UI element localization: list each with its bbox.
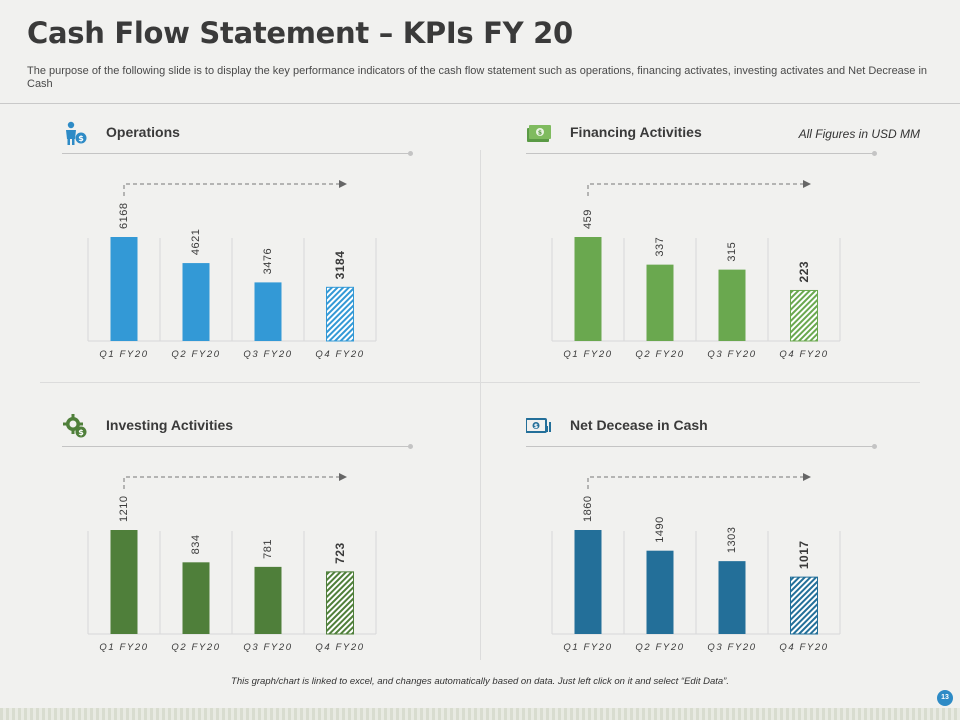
category-label-3: Q3 FY20: [243, 349, 292, 360]
figures-note: All Figures in USD MM: [798, 127, 920, 141]
slide-subtitle: The purpose of the following slide is to…: [27, 65, 928, 90]
bar-2: [182, 562, 210, 634]
net-decrease-title: Net Decease in Cash: [570, 417, 708, 433]
data-label-3: 1303: [726, 527, 738, 553]
category-label-3: Q3 FY20: [243, 642, 292, 653]
operations-chart: 6168 Q1 FY20 4621 Q2 FY20 3476 Q3 FY20 3184 Q4 …: [87, 180, 377, 360]
net-decrease-rule: [526, 444, 877, 449]
data-label-1: 6168: [118, 203, 130, 229]
page-number-badge: 13: [937, 690, 953, 706]
operations-title: Operations: [106, 124, 180, 140]
svg-text:$: $: [78, 428, 84, 437]
category-label-1: Q1 FY20: [563, 349, 612, 360]
operations-rule: [62, 151, 413, 156]
bar-4: [326, 571, 354, 635]
category-label-2: Q2 FY20: [171, 349, 220, 360]
data-label-2: 1490: [654, 516, 666, 542]
financing-chart: 459 Q1 FY20 337 Q2 FY20 315 Q3 FY20 223 Q4 FY20: [551, 180, 841, 360]
category-label-2: Q2 FY20: [635, 349, 684, 360]
data-label-4: 223: [797, 261, 811, 283]
bar-2: [182, 263, 210, 341]
category-label-2: Q2 FY20: [635, 642, 684, 653]
operations-panel[interactable]: $ Operations 6168 Q1 FY20 4621 Q2 FY20 3476 Q…: [62, 120, 413, 390]
data-label-2: 834: [190, 534, 202, 554]
data-label-4: 1017: [797, 540, 811, 569]
data-label-3: 3476: [262, 248, 274, 274]
financing-title: Financing Activities: [570, 124, 702, 140]
financing-rule: [526, 151, 877, 156]
investing-panel[interactable]: $ Investing Activities 1210 Q1 FY20 834 Q2 …: [62, 413, 413, 683]
data-label-1: 1860: [582, 496, 594, 522]
bar-1: [574, 530, 602, 634]
svg-text:$: $: [78, 134, 84, 143]
trend-arrow: [123, 473, 347, 489]
data-label-4: 3184: [333, 251, 347, 280]
category-label-2: Q2 FY20: [171, 642, 220, 653]
data-label-2: 337: [654, 237, 666, 257]
category-label-3: Q3 FY20: [707, 642, 756, 653]
bar-1: [110, 530, 138, 634]
data-label-1: 459: [582, 209, 594, 229]
slide-title: Cash Flow Statement – KPIs FY 20: [27, 16, 573, 50]
category-label-4: Q4 FY20: [315, 642, 364, 653]
bar-2: [646, 264, 674, 341]
data-label-2: 4621: [190, 229, 202, 255]
bar-3: [254, 566, 282, 634]
bar-2: [646, 550, 674, 634]
vertical-divider: [480, 150, 481, 660]
investing-rule: [62, 444, 413, 449]
investing-title: Investing Activities: [106, 417, 234, 433]
category-label-4: Q4 FY20: [315, 349, 364, 360]
category-label-4: Q4 FY20: [779, 349, 828, 360]
data-label-3: 781: [262, 539, 274, 559]
net-decrease-panel[interactable]: $ Net Decease in Cash 1860 Q1 FY20 1490 Q2 …: [525, 413, 877, 683]
financing-panel[interactable]: $ Financing Activities 459 Q1 FY20 337 Q2 F…: [526, 120, 877, 390]
trend-arrow: [587, 180, 811, 196]
investing-chart: 1210 Q1 FY20 834 Q2 FY20 781 Q3 FY20 723 Q4 FY2…: [87, 473, 377, 653]
svg-text:$: $: [534, 423, 538, 430]
bar-4: [326, 286, 354, 342]
data-label-4: 723: [333, 542, 347, 564]
header-divider: [0, 103, 960, 104]
net-decrease-chart: 1860 Q1 FY20 1490 Q2 FY20 1303 Q3 FY20 1017 Q4 …: [551, 473, 841, 653]
horizontal-divider: [40, 382, 920, 383]
money-person-icon: $: [62, 120, 88, 146]
bar-3: [254, 282, 282, 341]
cash-note-icon: $: [526, 120, 552, 146]
cash-chart-icon: $: [525, 413, 552, 439]
category-label-1: Q1 FY20: [99, 349, 148, 360]
category-label-1: Q1 FY20: [563, 642, 612, 653]
bar-1: [574, 237, 602, 341]
bar-3: [718, 269, 746, 341]
data-label-3: 315: [726, 242, 738, 262]
trend-arrow: [587, 473, 811, 489]
bar-4: [790, 289, 818, 342]
bar-1: [110, 237, 138, 341]
bar-4: [790, 576, 818, 635]
data-label-1: 1210: [118, 496, 130, 522]
category-label-1: Q1 FY20: [99, 642, 148, 653]
svg-text:$: $: [538, 130, 542, 137]
category-label-3: Q3 FY20: [707, 349, 756, 360]
bottom-decoration: [0, 708, 960, 720]
category-label-4: Q4 FY20: [779, 642, 828, 653]
trend-arrow: [123, 180, 347, 196]
bar-3: [718, 561, 746, 634]
footnote: This graph/chart is linked to excel, and…: [231, 676, 729, 687]
dollar-gear-icon: $: [62, 413, 88, 439]
